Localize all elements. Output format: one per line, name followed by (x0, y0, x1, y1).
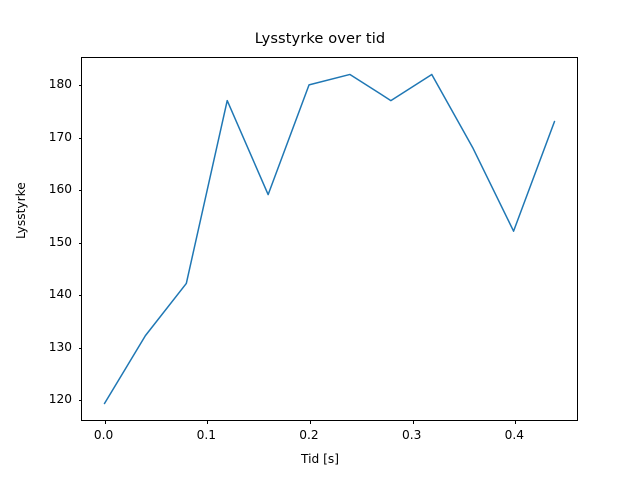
x-tick-mark (104, 420, 106, 424)
x-tick-label: 0.2 (299, 428, 319, 442)
y-tick-label: 180 (48, 77, 72, 92)
x-axis-label: Tid [s] (301, 452, 339, 466)
data-series-line (103, 73, 556, 405)
x-tick-mark (412, 420, 414, 424)
plot-axes (78, 57, 578, 424)
y-tick-label: 160 (48, 182, 72, 197)
y-tick-label: 150 (48, 234, 72, 249)
y-axis-label: Lysstyrke (14, 182, 28, 239)
data-line-svg (103, 73, 556, 405)
chart-title: Lysstyrke over tid (254, 30, 386, 47)
y-tick-label: 170 (48, 129, 72, 144)
y-tick-mark (78, 137, 82, 139)
y-tick-label: 140 (48, 287, 72, 302)
x-tick-label: 0.4 (504, 428, 525, 442)
x-tick-label: 0.0 (93, 428, 114, 442)
y-tick-mark (78, 190, 82, 192)
x-tick-label: 0.3 (401, 428, 422, 442)
x-tick-label: 0.1 (196, 428, 216, 442)
y-tick-mark (78, 347, 82, 349)
y-tick-label: 130 (48, 339, 72, 354)
x-tick-mark (309, 420, 311, 424)
y-tick-label: 120 (48, 392, 72, 407)
y-tick-mark (78, 242, 82, 244)
y-tick-mark (78, 85, 82, 87)
y-tick-mark (78, 400, 82, 402)
x-tick-mark (515, 420, 517, 424)
y-tick-mark (78, 295, 82, 297)
x-tick-mark (207, 420, 209, 424)
